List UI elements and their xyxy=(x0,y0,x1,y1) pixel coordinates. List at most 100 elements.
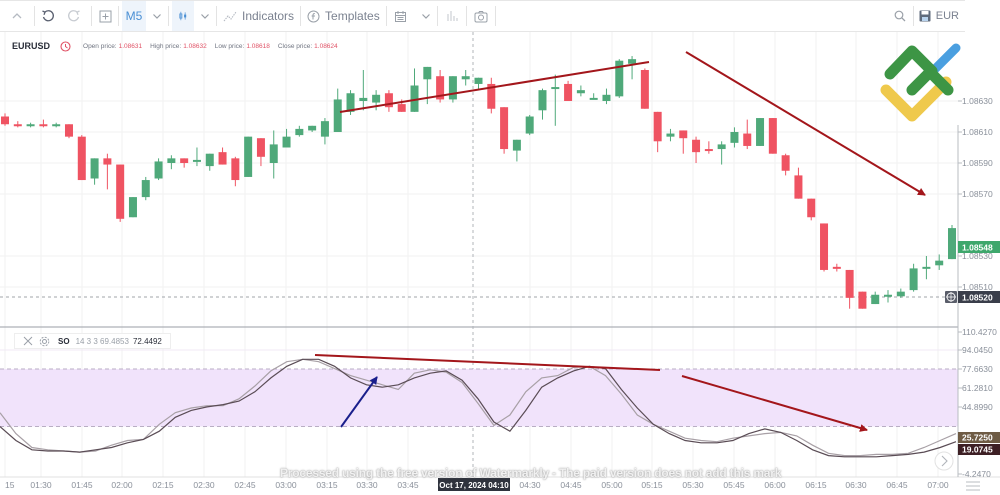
undo-button[interactable] xyxy=(35,1,61,31)
collapse-button[interactable] xyxy=(0,1,34,31)
templates-button[interactable]: Templates xyxy=(301,1,386,31)
templates-label: Templates xyxy=(325,9,380,23)
svg-text:1.08548: 1.08548 xyxy=(962,243,993,253)
open-price-label: Open price: xyxy=(83,42,117,50)
search-button[interactable] xyxy=(887,1,913,31)
svg-text:02:30: 02:30 xyxy=(193,480,215,490)
close-icon[interactable] xyxy=(23,336,33,346)
svg-text:1.08510: 1.08510 xyxy=(962,282,993,292)
save-icon xyxy=(919,10,931,22)
chevron-down-icon xyxy=(201,14,209,19)
volume-button[interactable] xyxy=(438,1,466,31)
stochastic-lines xyxy=(0,358,957,458)
svg-text:1.08530: 1.08530 xyxy=(962,251,993,261)
add-chart-button[interactable] xyxy=(92,1,118,31)
redo-button[interactable] xyxy=(61,1,87,31)
indicators-button[interactable]: Indicators xyxy=(217,1,300,31)
chart-type-dropdown[interactable] xyxy=(194,1,216,31)
svg-text:19.0745: 19.0745 xyxy=(962,445,993,455)
candlestick-icon xyxy=(179,11,187,21)
undo-icon xyxy=(42,10,54,22)
close-price-value: 1.08624 xyxy=(314,42,338,50)
chart-toolbar: M5 Indicators Templates xyxy=(0,0,965,32)
svg-text:06:00: 06:00 xyxy=(764,480,786,490)
svg-text:03:15: 03:15 xyxy=(316,480,338,490)
svg-text:04:30: 04:30 xyxy=(519,480,541,490)
svg-text:02:45: 02:45 xyxy=(234,480,256,490)
svg-text:94.0450: 94.0450 xyxy=(962,345,993,355)
svg-text:15: 15 xyxy=(5,480,15,490)
svg-text:06:30: 06:30 xyxy=(845,480,867,490)
svg-text:1.08610: 1.08610 xyxy=(962,127,993,137)
low-price-label: Low price: xyxy=(214,42,245,50)
bar-chart-icon xyxy=(447,11,458,21)
svg-text:05:30: 05:30 xyxy=(682,480,704,490)
drawn-annotations xyxy=(314,51,926,432)
high-price-value: 1.08632 xyxy=(183,42,207,50)
price-axes: 1.086301.086101.085901.085701.085301.085… xyxy=(5,96,1000,491)
svg-text:05:45: 05:45 xyxy=(723,480,745,490)
clock-icon[interactable] xyxy=(60,40,71,52)
stochastic-band xyxy=(0,369,958,427)
svg-text:Oct 17, 2024 04:10: Oct 17, 2024 04:10 xyxy=(439,481,509,490)
screenshot-button[interactable] xyxy=(467,1,495,31)
svg-text:05:15: 05:15 xyxy=(641,480,663,490)
high-price-label: High price: xyxy=(150,42,182,50)
chart-type-button[interactable] xyxy=(172,1,194,31)
gear-icon[interactable] xyxy=(39,336,50,347)
search-icon xyxy=(894,10,906,22)
brand-logo-icon xyxy=(880,43,961,122)
low-price-value: 1.08618 xyxy=(246,42,270,50)
indicators-label: Indicators xyxy=(242,9,295,23)
svg-text:1.08520: 1.08520 xyxy=(962,293,993,303)
stochastic-levels xyxy=(0,368,958,427)
svg-text:1.08570: 1.08570 xyxy=(962,189,993,199)
indicator-name: SO xyxy=(58,336,70,346)
svg-text:03:30: 03:30 xyxy=(356,480,378,490)
redo-icon xyxy=(68,10,80,22)
open-price-value: 1.08631 xyxy=(118,42,143,50)
camera-icon xyxy=(474,10,488,22)
svg-text:77.6630: 77.6630 xyxy=(962,364,993,374)
calendar-dropdown[interactable] xyxy=(415,1,437,31)
watermark-text: Processed using the free version of Wate… xyxy=(280,466,782,480)
svg-text:03:00: 03:00 xyxy=(275,480,297,490)
symbol-name[interactable]: EURUSD xyxy=(12,41,51,51)
indicator-params: 14 3 3 69.4853 xyxy=(75,336,129,346)
svg-text:01:30: 01:30 xyxy=(30,480,52,490)
svg-text:-4.2470: -4.2470 xyxy=(962,469,991,479)
candlestick-series xyxy=(1,56,956,309)
svg-text:02:00: 02:00 xyxy=(111,480,133,490)
svg-text:07:00: 07:00 xyxy=(927,480,949,490)
chevron-up-icon xyxy=(12,13,22,19)
svg-text:25.7250: 25.7250 xyxy=(962,433,993,443)
chevron-down-icon xyxy=(153,14,161,19)
svg-text:61.2810: 61.2810 xyxy=(962,383,993,393)
svg-text:06:45: 06:45 xyxy=(886,480,908,490)
svg-text:1.08590: 1.08590 xyxy=(962,158,993,168)
symbol-info-bar: EURUSD Open price: 1.08631 High price: 1.0… xyxy=(12,38,338,54)
svg-text:1.08630: 1.08630 xyxy=(962,96,993,106)
save-layout-button[interactable]: EUR xyxy=(914,1,965,31)
svg-text:02:15: 02:15 xyxy=(152,480,174,490)
calendar-icon xyxy=(395,10,407,22)
svg-text:05:00: 05:00 xyxy=(601,480,623,490)
chevron-down-icon xyxy=(421,14,430,19)
svg-text:06:15: 06:15 xyxy=(805,480,827,490)
timeframe-dropdown[interactable] xyxy=(146,1,168,31)
svg-text:03:45: 03:45 xyxy=(397,480,419,490)
svg-text:04:45: 04:45 xyxy=(560,480,582,490)
indicators-icon xyxy=(223,11,237,22)
stochastic-legend: SO 14 3 3 69.4853 72.4492 xyxy=(14,333,171,349)
calendar-button[interactable] xyxy=(387,1,415,31)
svg-text:44.8990: 44.8990 xyxy=(962,402,993,412)
svg-text:110.4270: 110.4270 xyxy=(962,327,997,337)
currency-label: EUR xyxy=(935,10,959,22)
indicator-value: 72.4492 xyxy=(132,336,162,346)
svg-text:01:45: 01:45 xyxy=(71,480,93,490)
close-price-label: Close price: xyxy=(277,42,313,50)
timeframe-button[interactable]: M5 xyxy=(122,1,146,31)
plus-square-icon xyxy=(99,10,111,22)
